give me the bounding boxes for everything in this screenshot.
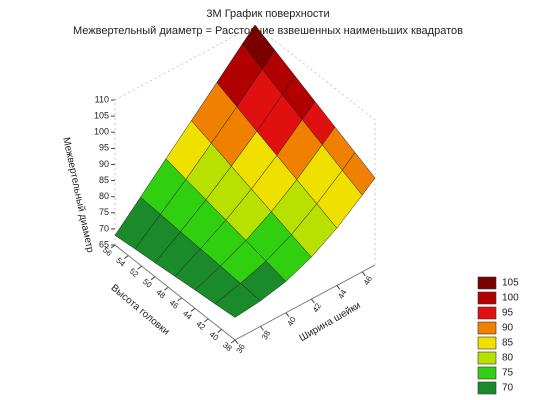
legend-label: 90: [502, 323, 514, 334]
legend-swatch: [477, 276, 497, 290]
y-tick: [177, 297, 182, 302]
surface: [114, 24, 376, 318]
y-tick: [204, 318, 209, 323]
z-tick-label: 85: [99, 175, 109, 185]
legend-swatch: [477, 336, 497, 350]
z-tick-label: 110: [95, 94, 109, 104]
legend-swatch: [477, 321, 497, 335]
y-tick: [217, 329, 222, 333]
y-tick: [137, 265, 142, 270]
y-tick: [124, 255, 129, 259]
x-tick: [310, 298, 315, 304]
z-tick-label: 105: [94, 110, 109, 120]
y-tick: [164, 286, 169, 291]
legend-label: 75: [502, 368, 514, 379]
legend-swatch: [477, 306, 497, 320]
z-tick-label: 75: [99, 207, 109, 217]
z-tick-label: 70: [99, 223, 109, 233]
y-tick: [110, 244, 116, 249]
z-tick-label: 90: [99, 159, 109, 169]
legend-label: 95: [502, 308, 514, 319]
legend-swatch: [477, 351, 497, 365]
z-tick-label: 100: [94, 127, 109, 137]
chart-subtitle: Межвертельный диаметр = Расстояние взвеш…: [73, 25, 463, 37]
legend-label: 85: [502, 338, 514, 349]
x-tick: [361, 271, 366, 277]
legend-label: 80: [502, 353, 514, 364]
legend-label: 105: [502, 278, 519, 289]
y-tick: [190, 307, 196, 312]
surface-cell: [214, 283, 261, 318]
legend-label: 70: [502, 383, 514, 394]
x-tick: [260, 326, 264, 331]
x-tick: [336, 285, 341, 290]
chart-title: 3М График поверхности: [206, 8, 329, 20]
z-tick-label: 65: [99, 239, 109, 249]
legend-swatch: [477, 291, 497, 305]
legend-label: 100: [502, 293, 519, 304]
y-tick: [230, 339, 236, 344]
y-tick: [150, 276, 156, 281]
z-tick-label: 95: [99, 143, 109, 153]
legend-swatch: [477, 381, 497, 395]
x-tick: [285, 312, 290, 318]
x-tick: [234, 339, 239, 345]
legend-swatch: [477, 366, 497, 380]
z-tick-label: 80: [99, 191, 109, 201]
